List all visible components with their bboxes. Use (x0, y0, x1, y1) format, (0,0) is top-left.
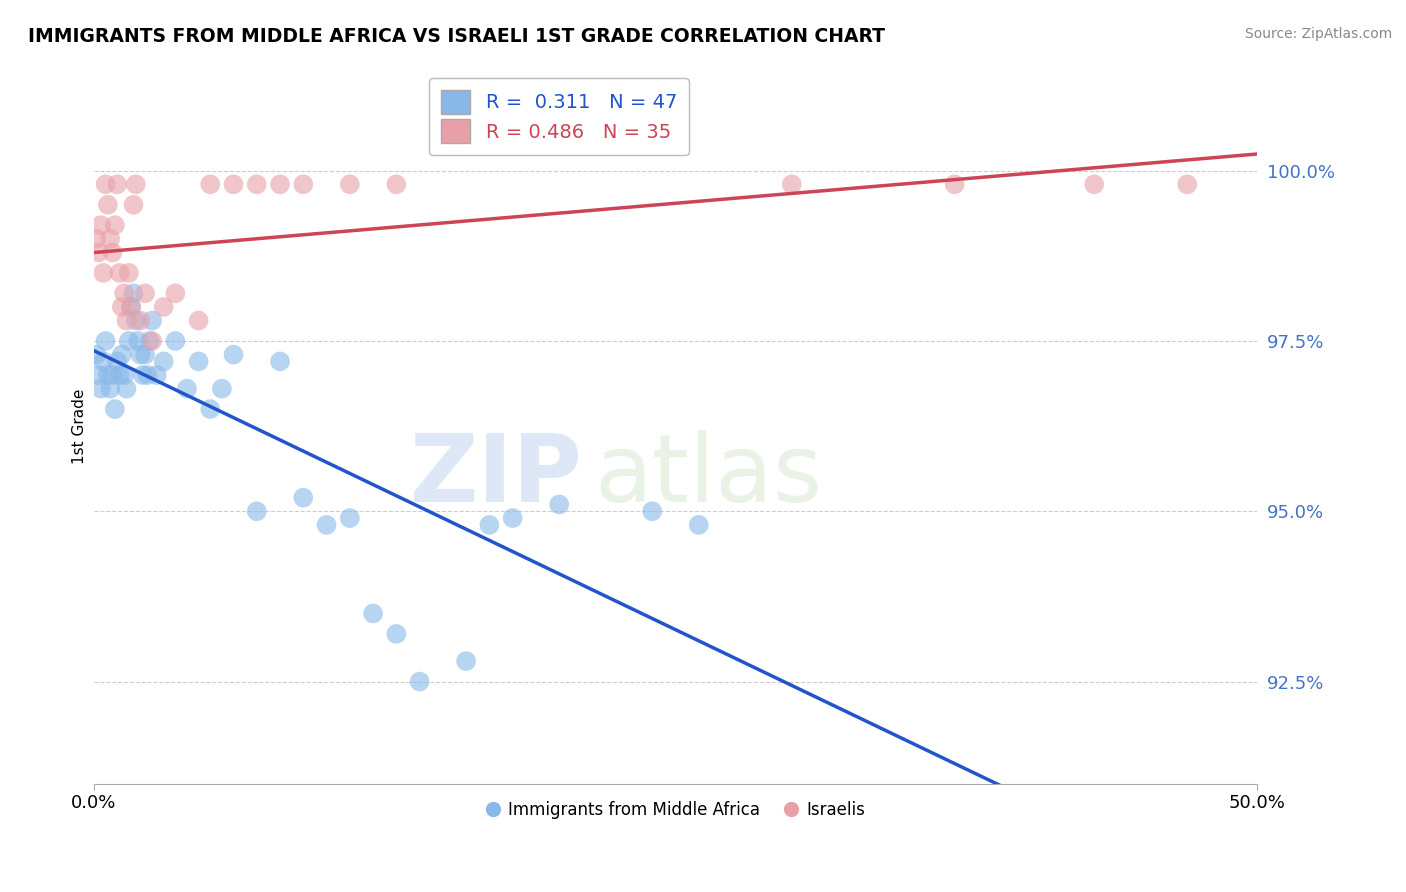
Point (134, 286, 156, 301)
Point (200, 178, 222, 192)
Point (222, 348, 245, 362)
Point (129, 313, 152, 327)
Point (105, 178, 128, 192)
Point (87, 368, 110, 382)
Point (211, 382, 233, 396)
Point (780, 178, 803, 192)
Point (91, 266, 114, 280)
Point (361, 607, 384, 621)
Point (122, 198, 145, 212)
Point (385, 627, 408, 641)
Point (115, 313, 138, 327)
Point (132, 368, 155, 382)
Point (548, 498, 571, 512)
Point (122, 286, 145, 301)
Text: Source: ZipAtlas.com: Source: ZipAtlas.com (1244, 27, 1392, 41)
Point (112, 286, 135, 301)
Point (127, 334, 149, 348)
Point (104, 218, 127, 232)
Point (134, 348, 156, 362)
Point (104, 402, 127, 417)
Point (152, 354, 174, 368)
Point (246, 178, 269, 192)
Point (187, 354, 209, 368)
Point (502, 511, 524, 525)
Point (111, 300, 134, 314)
Point (339, 511, 361, 525)
Point (90, 382, 112, 396)
Point (292, 491, 315, 505)
Point (152, 300, 174, 314)
Point (136, 368, 159, 382)
Point (108, 266, 131, 280)
Point (141, 334, 163, 348)
Point (478, 517, 501, 532)
Point (641, 504, 664, 518)
Point (408, 674, 430, 689)
Text: IMMIGRANTS FROM MIDDLE AFRICA VS ISRAELI 1ST GRADE CORRELATION CHART: IMMIGRANTS FROM MIDDLE AFRICA VS ISRAELI… (28, 27, 886, 45)
Point (105, 354, 128, 368)
Point (141, 313, 163, 327)
Point (125, 313, 148, 327)
Point (145, 368, 167, 382)
Y-axis label: 1st Grade: 1st Grade (72, 388, 87, 464)
Point (108, 368, 131, 382)
Text: ZIP: ZIP (409, 430, 582, 522)
Point (222, 178, 245, 192)
Point (94, 334, 117, 348)
Point (118, 266, 141, 280)
Point (97, 368, 120, 382)
Point (125, 178, 148, 192)
Text: atlas: atlas (595, 430, 823, 522)
Point (187, 313, 209, 327)
Point (98, 232, 121, 246)
Point (101, 245, 124, 260)
Point (688, 517, 710, 532)
Point (315, 517, 337, 532)
Point (84, 348, 107, 362)
Point (111, 348, 134, 362)
Point (269, 354, 291, 368)
Point (1083, 178, 1105, 192)
Point (292, 178, 315, 192)
Point (115, 382, 138, 396)
Point (339, 178, 361, 192)
Legend: Immigrants from Middle Africa, Israelis: Immigrants from Middle Africa, Israelis (479, 794, 872, 825)
Point (165, 286, 187, 301)
Point (84, 232, 107, 246)
Point (112, 368, 135, 382)
Point (98, 382, 121, 396)
Point (1175, 178, 1198, 192)
Point (101, 368, 124, 382)
Point (165, 334, 187, 348)
Point (456, 654, 478, 668)
Point (269, 178, 291, 192)
Point (176, 382, 198, 396)
Point (246, 504, 269, 518)
Point (139, 334, 162, 348)
Point (200, 402, 222, 417)
Point (118, 334, 141, 348)
Point (129, 348, 152, 362)
Point (120, 300, 142, 314)
Point (120, 300, 142, 314)
Point (90, 218, 112, 232)
Point (943, 178, 966, 192)
Point (97, 198, 120, 212)
Point (91, 354, 114, 368)
Point (87, 245, 110, 260)
Point (385, 178, 408, 192)
Point (94, 178, 117, 192)
